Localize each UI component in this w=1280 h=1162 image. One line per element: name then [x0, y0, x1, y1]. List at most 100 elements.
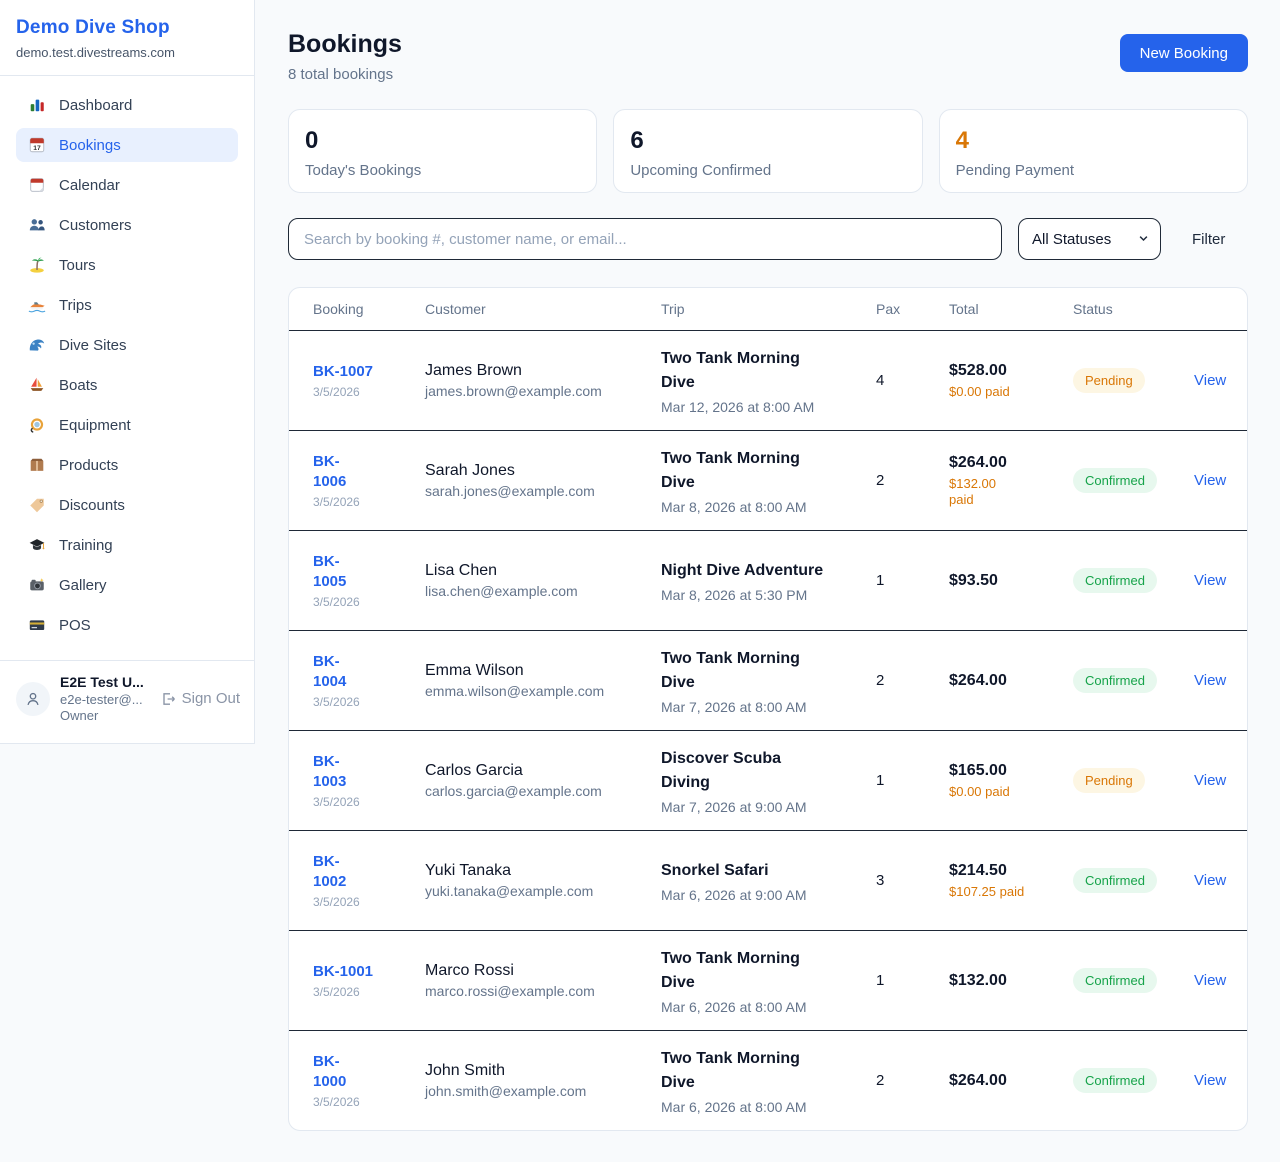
status-badge: Confirmed	[1073, 868, 1157, 893]
pax-count: 4	[876, 372, 885, 389]
view-link[interactable]: View	[1194, 571, 1227, 589]
trip-name: Two Tank Morning Dive	[661, 1049, 800, 1091]
sailboat-icon	[28, 376, 46, 394]
trip-name: Night Dive Adventure	[661, 561, 824, 579]
page-header: Bookings 8 total bookings New Booking	[288, 30, 1248, 83]
status-filter-select[interactable]: All Statuses	[1018, 218, 1161, 260]
user-info: E2E Test U... e2e-tester@... Owner	[60, 674, 150, 723]
paid-amount: $0.00 paid	[949, 383, 1010, 399]
customer-email: emma.wilson@example.com	[425, 683, 605, 699]
view-link[interactable]: View	[1194, 471, 1227, 489]
customer-email: sarah.jones@example.com	[425, 483, 595, 499]
sidebar-item-products[interactable]: Products	[16, 448, 238, 482]
view-link[interactable]: View	[1194, 371, 1227, 389]
booking-id-link[interactable]: BK- 1006	[313, 453, 347, 490]
customer-name: John Smith	[425, 1062, 506, 1079]
table-row: BK- 1006 3/5/2026 Sarah Jones sarah.jone…	[289, 430, 1247, 530]
paid-amount: $107.25 paid	[949, 883, 1025, 899]
total-amount: $528.00	[949, 361, 1007, 379]
stat-value: 4	[955, 127, 970, 154]
paid-amount: $132.00 paid	[949, 475, 996, 507]
table-body: BK-1007 3/5/2026 James Brown james.brown…	[289, 330, 1247, 1130]
filter-button[interactable]: Filter	[1192, 230, 1226, 248]
tag-icon	[28, 496, 46, 514]
booking-id-link[interactable]: BK-1007	[313, 363, 374, 380]
booking-date: 3/5/2026	[313, 595, 360, 609]
view-link[interactable]: View	[1194, 971, 1227, 989]
trip-name: Two Tank Morning Dive	[661, 349, 800, 391]
table-row: BK- 1002 3/5/2026 Yuki Tanaka yuki.tanak…	[289, 830, 1247, 930]
column-header-booking: Booking	[313, 301, 364, 317]
view-link[interactable]: View	[1194, 771, 1227, 789]
trip-datetime: Mar 7, 2026 at 9:00 AM	[661, 798, 807, 815]
trip-datetime: Mar 7, 2026 at 8:00 AM	[661, 698, 807, 715]
sign-out-label: Sign Out	[181, 690, 240, 707]
pax-count: 3	[876, 872, 885, 889]
sidebar-item-pos[interactable]: POS	[16, 608, 238, 642]
trip-datetime: Mar 8, 2026 at 8:00 AM	[661, 498, 807, 515]
calendar-icon	[28, 176, 46, 194]
trip-name: Snorkel Safari	[661, 861, 769, 879]
view-link[interactable]: View	[1194, 871, 1227, 889]
camera-icon	[28, 576, 46, 594]
sidebar-item-gallery[interactable]: Gallery	[16, 568, 238, 602]
calendar-17-icon: 17	[28, 136, 46, 154]
dive-mask-icon	[28, 416, 46, 434]
sidebar-item-calendar[interactable]: Calendar	[16, 168, 238, 202]
column-header-status: Status	[1073, 301, 1113, 317]
stat-card: 0 Today's Bookings	[288, 109, 598, 193]
trip-name: Two Tank Morning Dive	[661, 949, 800, 991]
trip-name: Discover Scuba Diving	[661, 749, 782, 791]
customer-email: lisa.chen@example.com	[425, 583, 578, 599]
trip-name: Two Tank Morning Dive	[661, 649, 800, 691]
booking-id-link[interactable]: BK- 1004	[313, 653, 347, 690]
booking-id-link[interactable]: BK- 1002	[313, 853, 347, 890]
sidebar-item-trips[interactable]: Trips	[16, 288, 238, 322]
brand-name[interactable]: Demo Dive Shop	[16, 17, 170, 38]
customer-name: Sarah Jones	[425, 462, 515, 479]
table-row: BK- 1003 3/5/2026 Carlos Garcia carlos.g…	[289, 730, 1247, 830]
sidebar-item-tours[interactable]: Tours	[16, 248, 238, 282]
search-input[interactable]	[288, 218, 1002, 260]
booking-id-link[interactable]: BK- 1003	[313, 753, 347, 790]
trip-datetime: Mar 6, 2026 at 9:00 AM	[661, 886, 807, 903]
customer-name: Lisa Chen	[425, 562, 498, 579]
sidebar-item-dashboard[interactable]: Dashboard	[16, 88, 238, 122]
sidebar-item-dive-sites[interactable]: Dive Sites	[16, 328, 238, 362]
pax-count: 2	[876, 1072, 885, 1089]
sidebar-item-discounts[interactable]: Discounts	[16, 488, 238, 522]
view-link[interactable]: View	[1194, 1071, 1227, 1089]
table-row: BK-1007 3/5/2026 James Brown james.brown…	[289, 330, 1247, 430]
sign-out-button[interactable]: Sign Out	[160, 690, 240, 707]
customer-name: Marco Rossi	[425, 962, 514, 979]
sidebar-item-customers[interactable]: Customers	[16, 208, 238, 242]
stat-value: 0	[305, 127, 319, 154]
person-icon	[24, 690, 42, 708]
bar-chart-icon	[28, 96, 46, 114]
sidebar-item-boats[interactable]: Boats	[16, 368, 238, 402]
stats-row: 0 Today's Bookings 6 Upcoming Confirmed …	[288, 109, 1248, 193]
stat-label: Pending Payment	[955, 162, 1075, 179]
booking-id-link[interactable]: BK- 1000	[313, 1053, 347, 1090]
customer-name: Emma Wilson	[425, 662, 524, 679]
pax-count: 2	[876, 472, 885, 489]
controls-row: All Statuses Filter	[288, 218, 1248, 260]
sidebar-item-equipment[interactable]: Equipment	[16, 408, 238, 442]
trip-datetime: Mar 8, 2026 at 5:30 PM	[661, 586, 808, 603]
sidebar-item-bookings[interactable]: 17 Bookings	[16, 128, 238, 162]
customer-email: marco.rossi@example.com	[425, 983, 595, 999]
customer-email: john.smith@example.com	[425, 1083, 587, 1099]
booking-id-link[interactable]: BK- 1005	[313, 553, 347, 590]
view-link[interactable]: View	[1194, 671, 1227, 689]
total-amount: $165.00	[949, 761, 1007, 779]
trip-datetime: Mar 6, 2026 at 8:00 AM	[661, 1098, 807, 1115]
paid-amount: $0.00 paid	[949, 783, 1010, 799]
sidebar-nav: Dashboard 17 Bookings Calendar Customers…	[0, 76, 254, 660]
new-booking-button[interactable]: New Booking	[1119, 34, 1248, 72]
booking-id-link[interactable]: BK-1001	[313, 963, 374, 980]
trip-name: Two Tank Morning Dive	[661, 449, 800, 491]
sidebar-item-training[interactable]: Training	[16, 528, 238, 562]
svg-text:17: 17	[33, 145, 41, 152]
table-row: BK-1001 3/5/2026 Marco Rossi marco.rossi…	[289, 930, 1247, 1030]
status-badge: Pending	[1073, 368, 1145, 393]
